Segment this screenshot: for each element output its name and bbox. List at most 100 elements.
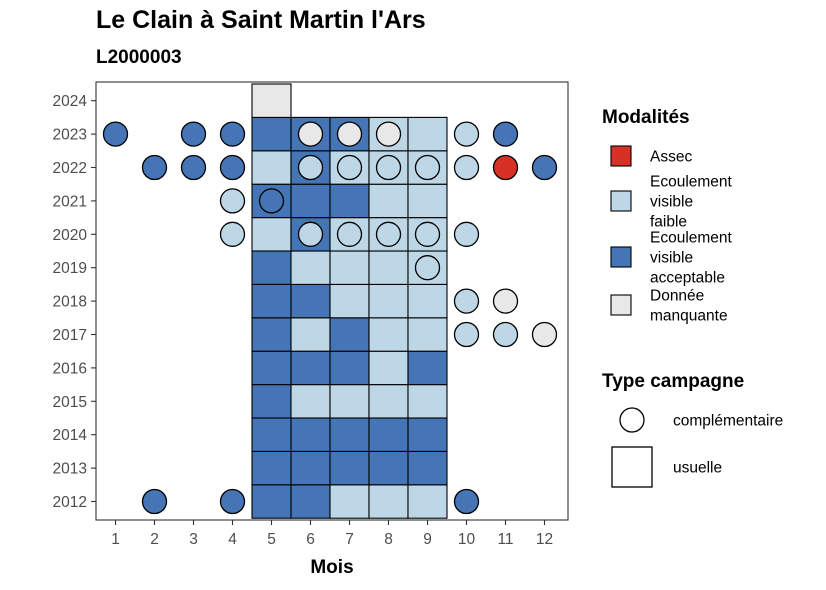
x-tick-label: 12 — [536, 531, 553, 548]
point-2018-11 — [492, 288, 519, 314]
x-tick-label: 4 — [228, 531, 237, 548]
y-tick-label: 2017 — [53, 327, 87, 344]
tile-2016-9 — [407, 350, 448, 386]
tile-2014-9 — [407, 417, 448, 452]
chart-subtitle: L2000003 — [96, 47, 182, 68]
point-2022-10 — [453, 154, 480, 181]
tile-2018-9 — [407, 283, 448, 319]
x-tick-label: 1 — [111, 531, 120, 548]
tile-2016-8 — [368, 350, 409, 386]
tile-2014-5 — [251, 417, 292, 452]
axes: 1 2 3 4 5 6 7 8 9 10 11 122012201320142015201620172… — [53, 93, 554, 578]
y-tick-label: 2018 — [53, 294, 87, 311]
complementary-campaign-points — [102, 121, 558, 515]
point-2023-4 — [219, 121, 246, 147]
point-2017-10 — [453, 321, 480, 348]
tile-2021-8 — [368, 183, 409, 219]
x-tick-label: 7 — [345, 531, 354, 548]
legend-label-manquante: manquante — [650, 308, 728, 325]
point-2023-11 — [492, 121, 519, 147]
tile-2019-8 — [368, 250, 409, 285]
point-2023-8 — [375, 121, 402, 147]
legend-label-faible: Ecoulement — [650, 174, 733, 191]
point-2022-9 — [414, 154, 441, 181]
legend-title-type-campagne: Type campagne — [602, 371, 744, 392]
tile-2017-8 — [368, 317, 409, 352]
tile-2017-5 — [251, 317, 292, 352]
y-tick-label: 2019 — [53, 260, 87, 277]
legend-label-acceptable: Ecoulement — [650, 230, 733, 247]
tile-2014-6 — [290, 417, 331, 452]
point-2022-12 — [531, 154, 558, 181]
point-2022-7 — [336, 154, 363, 181]
tile-2016-7 — [329, 350, 370, 386]
point-2023-7 — [336, 121, 363, 147]
tile-2014-7 — [329, 417, 370, 452]
legend-key-manquante — [610, 294, 632, 316]
point-2020-10 — [453, 221, 480, 247]
y-tick-label: 2023 — [53, 127, 87, 144]
y-tick-label: 2024 — [53, 93, 88, 110]
point-2020-7 — [336, 221, 363, 247]
tile-2013-5 — [251, 450, 292, 486]
chart-title: Le Clain à Saint Martin l'Ars — [96, 6, 426, 34]
tile-2015-8 — [368, 384, 409, 419]
legend-label-manquante: Donnée — [650, 288, 704, 305]
tile-2013-7 — [329, 450, 370, 486]
x-axis-title: Mois — [310, 557, 353, 578]
point-2020-4 — [219, 221, 246, 247]
tile-2015-5 — [251, 384, 292, 419]
tile-2012-6 — [290, 484, 331, 519]
y-tick-label: 2022 — [53, 160, 87, 177]
x-tick-label: 10 — [458, 531, 476, 548]
point-2020-6 — [297, 221, 324, 247]
legend-label-faible: faible — [650, 214, 687, 231]
x-tick-label: 11 — [497, 531, 513, 548]
point-2023-3 — [180, 121, 207, 147]
tile-2015-6 — [290, 384, 331, 419]
point-2023-6 — [297, 121, 324, 147]
tile-2017-9 — [407, 317, 448, 352]
point-2023-10 — [453, 121, 480, 147]
tile-2017-7 — [329, 317, 370, 352]
point-2012-4 — [219, 488, 246, 515]
point-2019-9 — [414, 255, 441, 281]
y-tick-label: 2012 — [53, 494, 87, 511]
y-tick-label: 2020 — [53, 227, 88, 244]
tile-2021-7 — [329, 183, 370, 219]
point-2022-2 — [141, 154, 168, 181]
tile-2019-7 — [329, 250, 370, 285]
tile-2018-6 — [290, 283, 331, 319]
x-tick-label: 6 — [306, 531, 315, 548]
tile-2018-7 — [329, 283, 370, 319]
tile-2017-6 — [290, 317, 331, 352]
tile-2016-6 — [290, 350, 331, 386]
point-2022-11 — [492, 154, 519, 181]
legend-label-complementaire: complémentaire — [673, 413, 783, 430]
y-tick-label: 2015 — [53, 394, 87, 411]
legend-label-acceptable: visible — [650, 250, 693, 267]
tile-2018-8 — [368, 283, 409, 319]
tile-2012-7 — [329, 484, 370, 519]
tile-2024-5 — [251, 83, 292, 118]
point-2012-10 — [453, 488, 480, 515]
tile-2018-5 — [251, 283, 292, 319]
legend-key-faible — [610, 190, 632, 212]
legend-key-assec — [610, 145, 632, 167]
point-2017-12 — [531, 321, 558, 348]
tile-2013-6 — [290, 450, 331, 486]
point-2022-8 — [375, 154, 402, 181]
tile-2019-5 — [251, 250, 292, 285]
tile-2021-6 — [290, 183, 331, 219]
y-tick-label: 2016 — [53, 360, 87, 377]
tile-2015-9 — [407, 384, 448, 419]
y-tick-label: 2014 — [53, 427, 88, 444]
point-2017-11 — [492, 321, 519, 348]
tile-2023-5 — [251, 116, 292, 152]
y-tick-label: 2013 — [53, 461, 87, 478]
tile-2023-9 — [407, 116, 448, 152]
x-tick-label: 9 — [423, 531, 432, 548]
tile-2021-9 — [407, 183, 448, 219]
tile-2016-5 — [251, 350, 292, 386]
x-tick-label: 2 — [150, 531, 159, 548]
